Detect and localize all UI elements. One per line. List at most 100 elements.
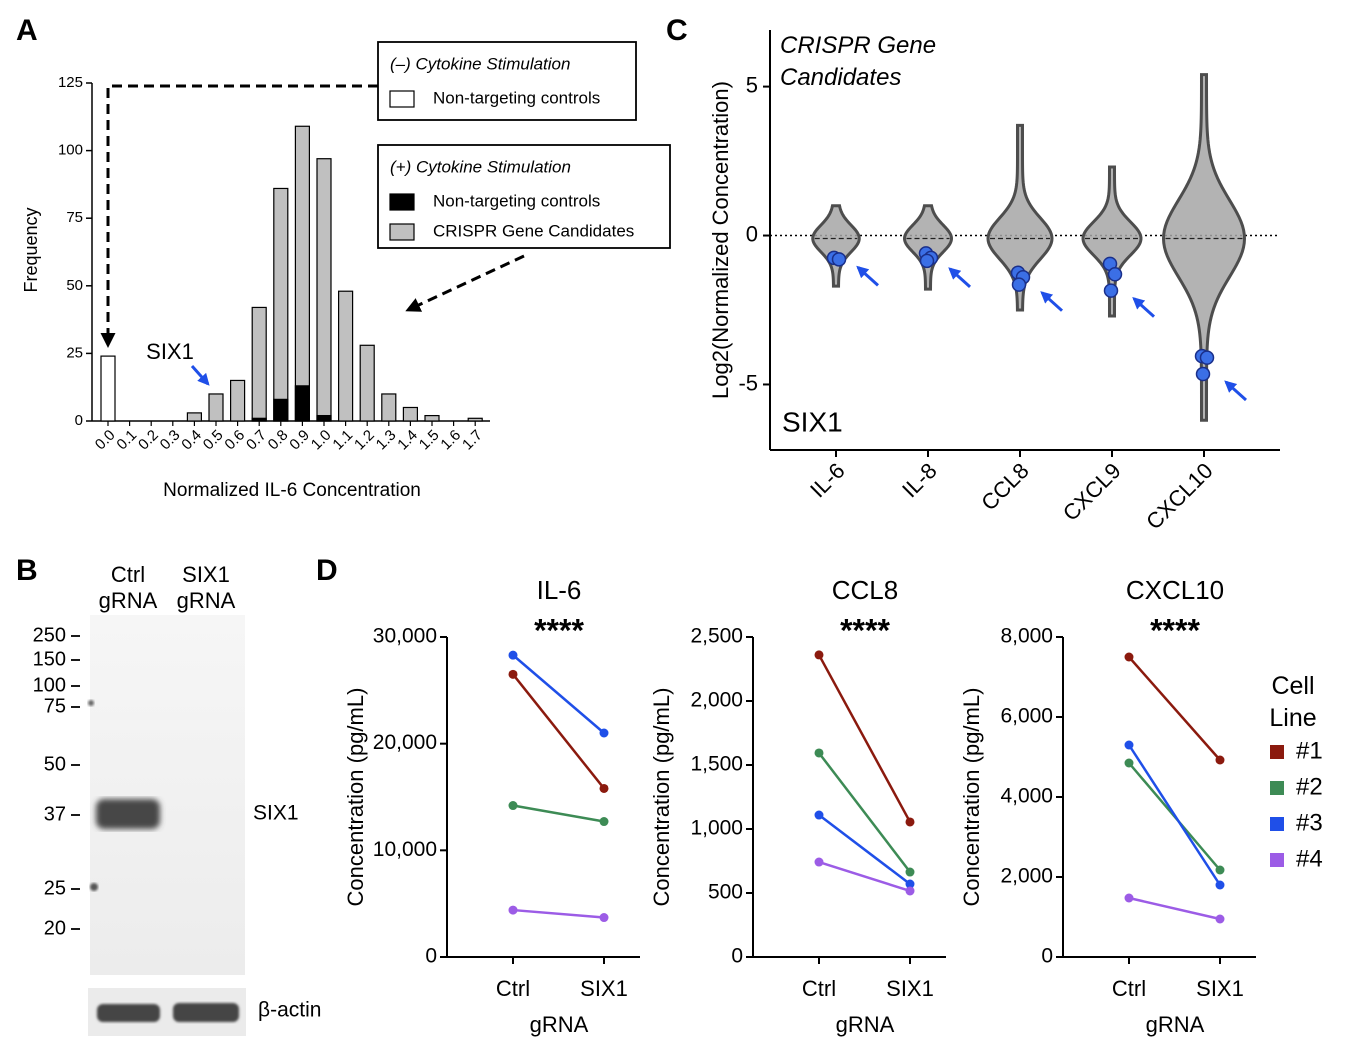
point [508, 669, 518, 679]
subplot-title: CXCL10 [1126, 575, 1224, 605]
highlight-label: SIX1 [782, 406, 843, 437]
point [599, 817, 609, 827]
x-tick-label: IL-6 [805, 458, 849, 502]
point-arrow [1224, 380, 1248, 402]
point [508, 650, 518, 660]
bar [467, 417, 483, 422]
legend-box [377, 144, 671, 249]
legend-swatch [1270, 781, 1284, 795]
y-tick-label: 20,000 [373, 731, 437, 754]
dashed-arrow [100, 84, 378, 348]
y-tick-label: 6,000 [1000, 705, 1053, 728]
point [905, 886, 915, 896]
y-tick-label: 2,500 [690, 625, 743, 648]
bar [186, 412, 202, 422]
legend-swatch [389, 90, 415, 108]
y-tick-label: 1,500 [690, 753, 743, 776]
legend-swatch [389, 223, 415, 241]
bar [273, 187, 289, 422]
point [1124, 893, 1134, 903]
y-tick-label: 0 [425, 945, 437, 968]
bar [273, 398, 289, 422]
y-tick-label: 10,000 [373, 838, 437, 861]
y-tick-label: 0 [75, 412, 83, 429]
point [1107, 267, 1123, 282]
ladder-label: 250 [33, 624, 66, 646]
subplot-title: CCL8 [832, 575, 898, 605]
panel-label: C [666, 14, 688, 47]
point [1103, 283, 1119, 298]
panel-label: A [16, 14, 38, 47]
y-tick-label: 25 [66, 344, 83, 361]
bar [251, 306, 267, 422]
dashed-arrow [405, 254, 525, 312]
band-label: β-actin [258, 999, 321, 1022]
annotation: SIX1 [146, 339, 194, 364]
x-tick-label: Ctrl [496, 976, 530, 1001]
legend-label: Non-targeting controls [433, 88, 600, 107]
ladder-dot [88, 700, 94, 706]
point [599, 913, 609, 923]
bar [359, 344, 375, 422]
y-tick-label: 4,000 [1000, 785, 1053, 808]
legend-label: #4 [1296, 845, 1323, 872]
point [814, 748, 824, 758]
bar [381, 393, 397, 422]
y-tick-label: 5 [746, 72, 758, 97]
band-label: SIX1 [253, 802, 299, 825]
y-tick-label: 500 [708, 881, 743, 904]
y-tick-label: 2,000 [1000, 865, 1053, 888]
bar [424, 414, 440, 422]
legend-label: #3 [1296, 809, 1323, 836]
panel-label: D [316, 554, 338, 587]
point [905, 879, 915, 889]
point [1195, 366, 1211, 382]
point [814, 857, 824, 867]
point [508, 801, 518, 811]
y-tick-label: 1,000 [690, 817, 743, 840]
ladder-label: 37 [44, 803, 66, 825]
ladder-label: 75 [44, 695, 66, 717]
legend-title: Cell Line [1269, 672, 1317, 732]
bar [251, 417, 267, 422]
y-tick-label: 50 [66, 277, 83, 294]
legend-label: CRISPR Gene Candidates [433, 221, 634, 240]
legend-swatch [1270, 853, 1284, 867]
subplot-title: IL-6 [537, 575, 582, 605]
point [814, 810, 824, 820]
point [919, 253, 935, 269]
line [818, 752, 911, 873]
y-tick-label: 100 [58, 142, 83, 159]
significance: **** [534, 612, 584, 648]
x-tick-label: Ctrl [802, 976, 836, 1001]
point [1215, 865, 1225, 875]
bar [100, 355, 116, 422]
point [1199, 350, 1215, 365]
legend-title: (–) Cytokine Stimulation [390, 54, 570, 73]
y-tick-label: 2,000 [690, 689, 743, 712]
x-axis-label: gRNA [836, 1012, 895, 1037]
x-tick-label: SIX1 [1196, 976, 1244, 1001]
y-tick-label: 125 [58, 74, 83, 91]
x-axis-label: Normalized IL-6 Concentration [163, 480, 421, 501]
y-tick-label: 0 [746, 221, 758, 246]
line [512, 908, 605, 919]
ladder-dot [90, 883, 98, 891]
point [1124, 740, 1134, 750]
bar [208, 393, 224, 422]
x-tick-label: IL-8 [897, 458, 941, 502]
lane-label: SIX1 gRNA [176, 562, 236, 613]
significance: **** [1150, 612, 1200, 648]
point-arrow [948, 267, 972, 288]
legend-box [377, 41, 637, 121]
point-arrow [856, 265, 880, 287]
blot-band [96, 799, 160, 829]
point [814, 650, 824, 660]
annotation: CRISPR Gene Candidates [780, 32, 937, 91]
legend-swatch [1270, 745, 1284, 759]
line [817, 654, 912, 823]
blot-band [97, 1004, 160, 1022]
x-tick-label: 1.7 [459, 427, 486, 454]
